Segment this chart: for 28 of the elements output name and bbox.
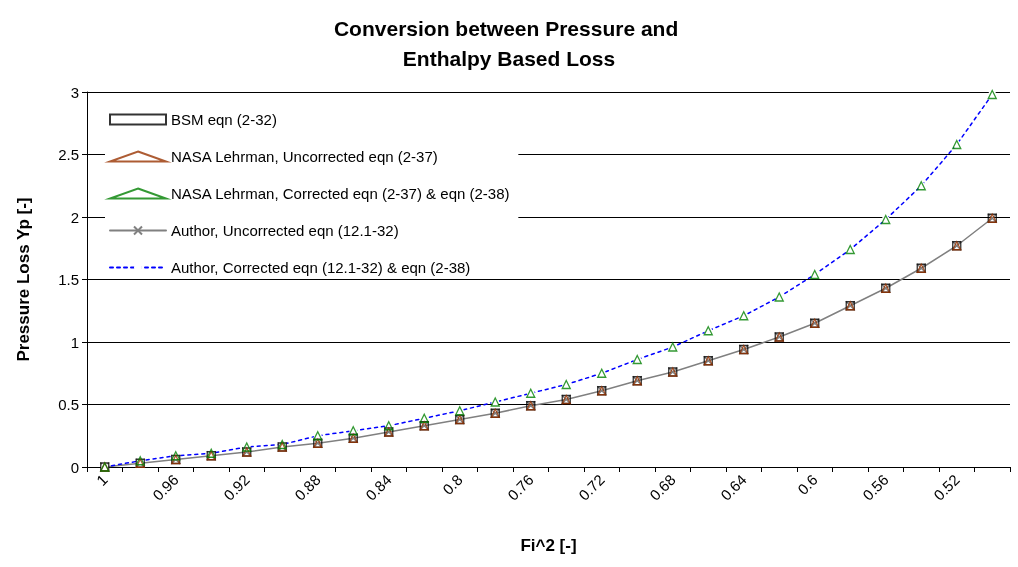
x-tick-label: 0.92 [220, 470, 253, 504]
x-axis-title: Fi^2 [-] [520, 536, 577, 555]
x-tick-label: 0.88 [291, 470, 324, 504]
x-tick-label: 0.76 [504, 470, 537, 504]
x-tick-label: 0.84 [362, 470, 395, 504]
legend-label: BSM eqn (2-32) [171, 111, 277, 128]
y-tick-label: 0.5 [58, 396, 79, 413]
y-tick-label: 2 [70, 208, 79, 226]
y-tick-label: 1 [70, 333, 79, 351]
x-tick-label: 0.68 [646, 470, 679, 504]
x-tick-label: 0.64 [717, 470, 750, 504]
x-tick-label: 0.52 [930, 470, 963, 504]
x-tick-label: 0.8 [439, 470, 466, 498]
y-tick-label: 2.5 [58, 146, 79, 163]
x-tick-label: 0.96 [149, 470, 182, 504]
y-tick-label: 1.5 [58, 271, 79, 288]
y-tick-label: 3 [70, 83, 79, 101]
legend-label: Author, Uncorrected eqn (12.1-32) [171, 222, 399, 239]
x-tick-label: 0.6 [794, 470, 821, 498]
y-tick-label: 0 [70, 458, 79, 476]
legend-label: Author, Corrected eqn (12.1-32) & eqn (2-38) [171, 259, 471, 276]
x-tick-label: 0.72 [575, 470, 608, 504]
chart-title: Conversion between Pressure and Enthalpy Based Loss [333, 16, 685, 70]
legend-label: NASA Lehrman, Corrected eqn (2-37) & eqn (2-38) [171, 185, 510, 202]
y-axis-title: Pressure Loss Yp [-] [14, 197, 33, 362]
legend-label: NASA Lehrman, Uncorrected eqn (2-37) [171, 148, 438, 165]
x-tick-label: 1 [92, 470, 111, 489]
x-tick-label: 0.56 [859, 470, 892, 504]
